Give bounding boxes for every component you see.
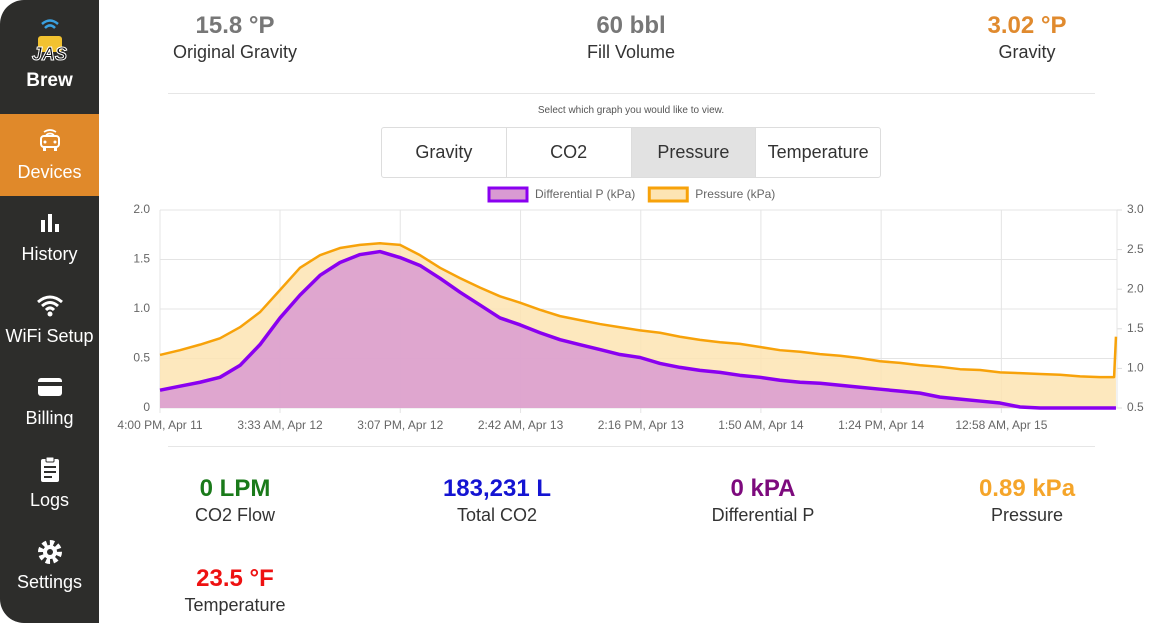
y2-tick-label: 3.0: [1127, 202, 1144, 216]
series-area: [160, 251, 1116, 408]
stat-label: Total CO2: [456, 505, 538, 525]
menu-item[interactable]: Logs: [0, 442, 99, 524]
stat: 15.8 °P Original Gravity: [105, 12, 365, 63]
stat-label: Gravity: [998, 42, 1056, 62]
menu-icon: [41, 456, 59, 482]
logo-text: JAS: [31, 44, 67, 65]
divider: [168, 446, 1095, 447]
tab[interactable]: Pressure: [631, 128, 757, 177]
y-tick-label: 0: [143, 400, 150, 414]
y2-tick-label: 2.5: [1127, 242, 1144, 256]
stat-label: CO2 Flow: [194, 505, 275, 525]
y-tick-label: 1.5: [133, 252, 150, 266]
legend-swatch: [487, 186, 529, 203]
logo-text: Brew: [26, 70, 73, 91]
stat: 60 bbl Fill Volume: [501, 12, 761, 63]
menu-label: Devices: [17, 162, 82, 182]
menu-label: Logs: [29, 490, 70, 510]
stat-value: 0.89 kPa: [978, 475, 1076, 502]
series-line: [159, 242, 1118, 379]
x-tick-label: 1:50 AM, Apr 14: [718, 418, 804, 432]
x-tick-label: 4:00 PM, Apr 11: [117, 418, 202, 432]
hint: Select which graph you would like to vie…: [537, 105, 725, 116]
x-tick-label: 3:07 PM, Apr 12: [357, 418, 443, 432]
tab[interactable]: Temperature: [767, 142, 869, 162]
x-tick-label: 2:42 AM, Apr 13: [478, 418, 564, 432]
menu-icon: [37, 295, 63, 317]
tab[interactable]: Gravity: [382, 128, 507, 177]
stat: 23.5 °F Temperature: [105, 565, 365, 616]
x-tick-label: 1:24 PM, Apr 14: [838, 418, 924, 432]
series-area: [160, 243, 1116, 408]
menu-item[interactable]: Devices: [0, 114, 99, 196]
menu-icon: [40, 129, 60, 151]
stat: 0 kPA Differential P: [633, 475, 893, 526]
menu-label: Settings: [16, 572, 83, 592]
sidebar: JAS Brew Devices History WiFi Setup Billing…: [0, 0, 99, 623]
menu-label: Billing: [25, 408, 74, 428]
menu-icon: [41, 214, 59, 232]
legend-label: Pressure (kPa): [695, 187, 775, 201]
y2-tick-label: 1.0: [1127, 361, 1144, 375]
divider: [168, 93, 1095, 94]
y-tick-label: 0.5: [133, 351, 150, 365]
stat: 183,231 L Total CO2: [367, 475, 627, 526]
menu-icon: [38, 540, 62, 564]
menu-icon: [38, 378, 62, 396]
stat-label: Temperature: [184, 595, 286, 615]
stat-value: 0 LPM: [199, 475, 271, 502]
stat-label: Pressure: [990, 505, 1064, 525]
x-tick-label: 3:33 AM, Apr 12: [237, 418, 323, 432]
legend-swatch: [647, 186, 689, 203]
stat-value: 0 kPA: [730, 475, 796, 502]
stat-label: Original Gravity: [172, 42, 298, 62]
menu-item[interactable]: WiFi Setup: [0, 278, 99, 360]
menu-label: WiFi Setup: [5, 326, 94, 346]
y2-tick-label: 0.5: [1127, 400, 1144, 414]
menu-item[interactable]: Settings: [0, 524, 99, 606]
stat-value: 60 bbl: [596, 12, 666, 39]
y-tick-label: 1.0: [133, 301, 150, 315]
logo-icon: [38, 19, 62, 52]
tab[interactable]: CO2: [507, 128, 632, 177]
stat-value: 23.5 °F: [196, 565, 274, 592]
tab-bar: Gravity CO2 Pressure Temperature: [381, 127, 881, 178]
stat-value: 3.02 °P: [987, 12, 1067, 39]
stat-label: Differential P: [711, 505, 815, 525]
stat-value: 15.8 °P: [195, 12, 275, 39]
x-tick-label: 2:16 PM, Apr 13: [598, 418, 684, 432]
stat-value: 183,231 L: [442, 475, 552, 502]
stat: 0.89 kPa Pressure: [897, 475, 1154, 526]
stat: 3.02 °P Gravity: [897, 12, 1154, 63]
y2-tick-label: 2.0: [1127, 281, 1144, 295]
menu-item[interactable]: History: [0, 196, 99, 278]
x-tick-label: 12:58 AM, Apr 15: [955, 418, 1047, 432]
series-line: [159, 249, 1116, 410]
y2-tick-label: 1.5: [1127, 321, 1144, 335]
stat: 0 LPM CO2 Flow: [105, 475, 365, 526]
menu-label: History: [21, 244, 78, 264]
stat-label: Fill Volume: [586, 42, 676, 62]
legend-label: Differential P (kPa): [535, 187, 635, 201]
y-tick-label: 2.0: [133, 202, 150, 216]
menu-item[interactable]: Billing: [0, 360, 99, 442]
